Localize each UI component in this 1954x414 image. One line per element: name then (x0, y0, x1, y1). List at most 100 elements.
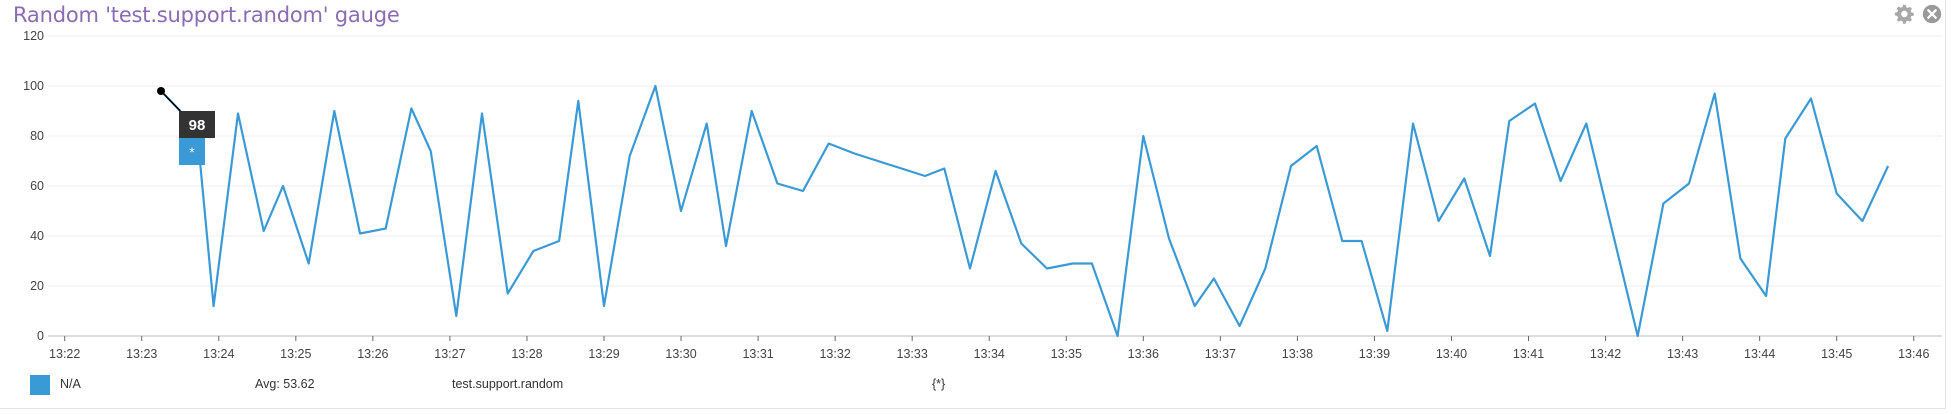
data-point (1462, 177, 1466, 181)
highlight-segment (160, 90, 181, 112)
x-tick-label: 13:42 (1590, 347, 1621, 361)
data-point (724, 244, 728, 248)
tooltip-value-box (178, 111, 215, 138)
x-tick-label: 13:23 (126, 347, 157, 361)
data-point (506, 292, 510, 296)
data-point (1090, 262, 1094, 266)
data-point (480, 112, 484, 116)
data-point (212, 304, 216, 308)
data-point (750, 109, 754, 113)
data-point (1661, 202, 1665, 206)
data-point (1263, 267, 1267, 271)
x-tick-label: 13:46 (1898, 347, 1929, 361)
data-point (358, 232, 362, 236)
data-point (994, 169, 998, 173)
data-point (1340, 239, 1344, 243)
x-tick-label: 13:41 (1513, 347, 1544, 361)
data-point (1507, 119, 1511, 123)
widget-controls (1893, 3, 1943, 25)
y-tick-label: 80 (30, 129, 44, 143)
data-point (262, 229, 266, 233)
data-point (1835, 192, 1839, 196)
data-point (602, 304, 606, 308)
data-point (1045, 267, 1049, 271)
x-tick-label: 13:40 (1436, 347, 1467, 361)
data-point (429, 149, 433, 153)
data-point (1360, 239, 1364, 243)
data-point (409, 107, 413, 111)
data-point (332, 109, 336, 113)
y-tick-label: 0 (37, 329, 44, 343)
line-chart: 0 20 40 60 80 100 120 13:22 13:23 13:24 13:25 13:26… (23, 29, 1942, 361)
widget-title: Random 'test.support.random' gauge (13, 3, 400, 27)
data-point (923, 174, 927, 178)
data-point (1886, 164, 1890, 168)
data-point (852, 152, 856, 156)
data-point (1315, 144, 1319, 148)
data-point (1019, 242, 1023, 246)
hovered-point (156, 87, 165, 95)
x-tick-label: 13:32 (819, 347, 850, 361)
x-tick-label: 13:35 (1051, 347, 1082, 361)
data-point (1559, 179, 1563, 183)
tooltip-series-box (178, 138, 205, 165)
data-point (653, 84, 657, 88)
y-tick-label: 100 (23, 79, 44, 93)
data-point (1385, 329, 1389, 333)
data-point (1533, 102, 1537, 106)
data-point (1764, 294, 1768, 298)
y-tick-label: 60 (30, 179, 44, 193)
data-point (1289, 164, 1293, 168)
close-icon[interactable] (1921, 3, 1943, 25)
x-tick-label: 13:45 (1821, 347, 1852, 361)
data-point (705, 122, 709, 126)
y-tick-label: 20 (30, 279, 44, 293)
x-tick-label: 13:37 (1205, 347, 1236, 361)
x-tick-label: 13:33 (897, 347, 928, 361)
gear-icon[interactable] (1893, 3, 1915, 25)
data-point (1212, 277, 1216, 281)
data-point (281, 184, 285, 188)
data-point (1860, 219, 1864, 223)
tooltip-value: 98 (189, 117, 206, 134)
x-tick-label: 13:36 (1128, 347, 1159, 361)
data-point (1488, 254, 1492, 258)
data-point (775, 182, 779, 186)
y-tick-label: 40 (30, 229, 44, 243)
x-tick-label: 13:28 (511, 347, 542, 361)
data-point (827, 142, 831, 146)
data-point (1116, 334, 1120, 338)
data-point (1411, 122, 1415, 126)
data-point (1141, 134, 1145, 138)
data-point (1783, 137, 1787, 141)
legend-avg: Avg: 53.62 (255, 377, 315, 391)
series-line (160, 84, 1890, 338)
data-point (1071, 262, 1075, 266)
data-point (628, 154, 632, 158)
data-point (576, 99, 580, 103)
data-point (801, 189, 805, 193)
legend-series-swatch[interactable] (30, 375, 50, 395)
data-point (557, 239, 561, 243)
data-point (1193, 304, 1197, 308)
x-tick-label: 13:31 (742, 347, 773, 361)
x-tick-label: 13:39 (1359, 347, 1390, 361)
data-point (1584, 122, 1588, 126)
data-point (1167, 237, 1171, 241)
x-tick-label: 13:29 (588, 347, 619, 361)
data-point (1687, 182, 1691, 186)
x-tick-label: 13:34 (974, 347, 1005, 361)
legend-series-label[interactable]: N/A (60, 377, 81, 391)
x-tick-label: 13:38 (1282, 347, 1313, 361)
legend-metric-name: test.support.random (452, 377, 564, 391)
y-tick-label: 120 (23, 29, 44, 43)
x-tick-label: 13:27 (434, 347, 465, 361)
data-point (454, 314, 458, 318)
data-point (1713, 92, 1717, 96)
data-point (531, 249, 535, 253)
x-tick-label: 13:44 (1744, 347, 1775, 361)
tooltip-series-marker: * (189, 144, 195, 160)
x-tick-label: 13:26 (357, 347, 388, 361)
x-tick-label: 13:22 (49, 347, 80, 361)
